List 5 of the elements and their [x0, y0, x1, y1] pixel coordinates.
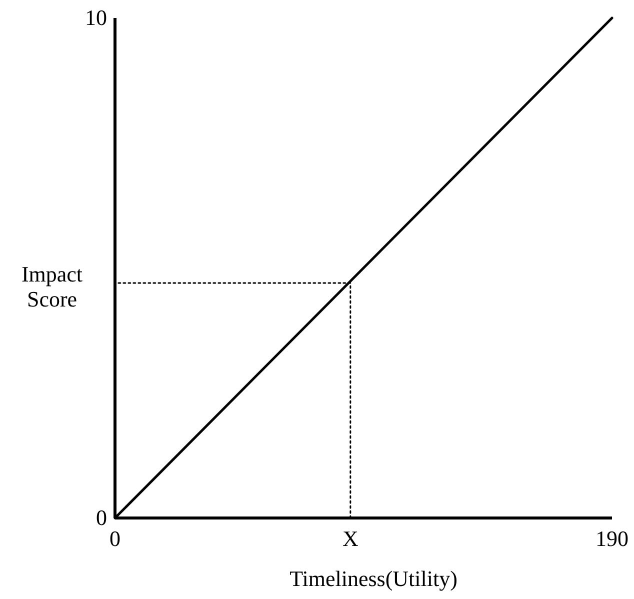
- x-axis-title: Timeliness(Utility): [290, 566, 458, 591]
- y-tick-label: 10: [85, 5, 107, 30]
- y-axis-title: Impact Score: [21, 261, 83, 312]
- x-tick-label: 190: [596, 526, 628, 551]
- x-tick-label: X: [342, 526, 358, 551]
